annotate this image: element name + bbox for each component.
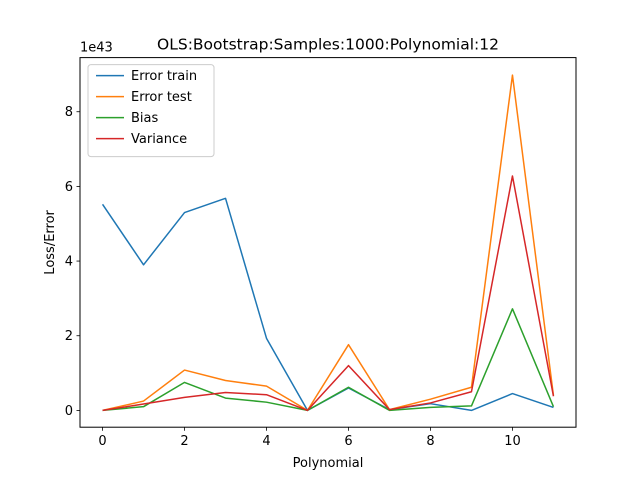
chart-title: OLS:Bootstrap:Samples:1000:Polynomial:12 — [157, 36, 499, 54]
legend: Error train Error test Bias Variance — [87, 64, 215, 158]
x-tick-label: 4 — [262, 434, 270, 449]
series-line-2 — [102, 74, 555, 412]
x-tick-label: 10 — [504, 434, 521, 449]
x-tick-label: 0 — [98, 434, 106, 449]
legend-box — [87, 64, 215, 158]
x-tick-label: 8 — [426, 434, 434, 449]
x-tick-label: 6 — [344, 434, 352, 449]
legend-label: Bias — [131, 111, 158, 126]
y-tick-label: 6 — [65, 180, 73, 195]
y-tick-label: 2 — [65, 329, 73, 344]
legend-label: Error test — [131, 90, 192, 105]
plot-lines — [101, 74, 555, 412]
plot-frame — [79, 57, 577, 428]
x-axis-ticks: 0 2 4 6 8 10 — [98, 427, 521, 449]
x-tick-label: 2 — [180, 434, 188, 449]
y-tick-label: 8 — [65, 105, 73, 120]
series-line-3 — [102, 308, 555, 412]
series-line-4 — [102, 175, 555, 412]
y-axis-title: Loss/Error — [43, 209, 58, 274]
y-tick-label: 0 — [65, 404, 73, 419]
x-axis-title: Polynomial — [293, 456, 364, 471]
y-axis-ticks: 0 2 4 6 8 — [65, 105, 80, 419]
legend-label: Variance — [131, 132, 187, 147]
y-tick-label: 4 — [65, 255, 73, 270]
legend-label: Error train — [131, 69, 197, 84]
y-axis-offset-text: 1e43 — [80, 41, 113, 56]
